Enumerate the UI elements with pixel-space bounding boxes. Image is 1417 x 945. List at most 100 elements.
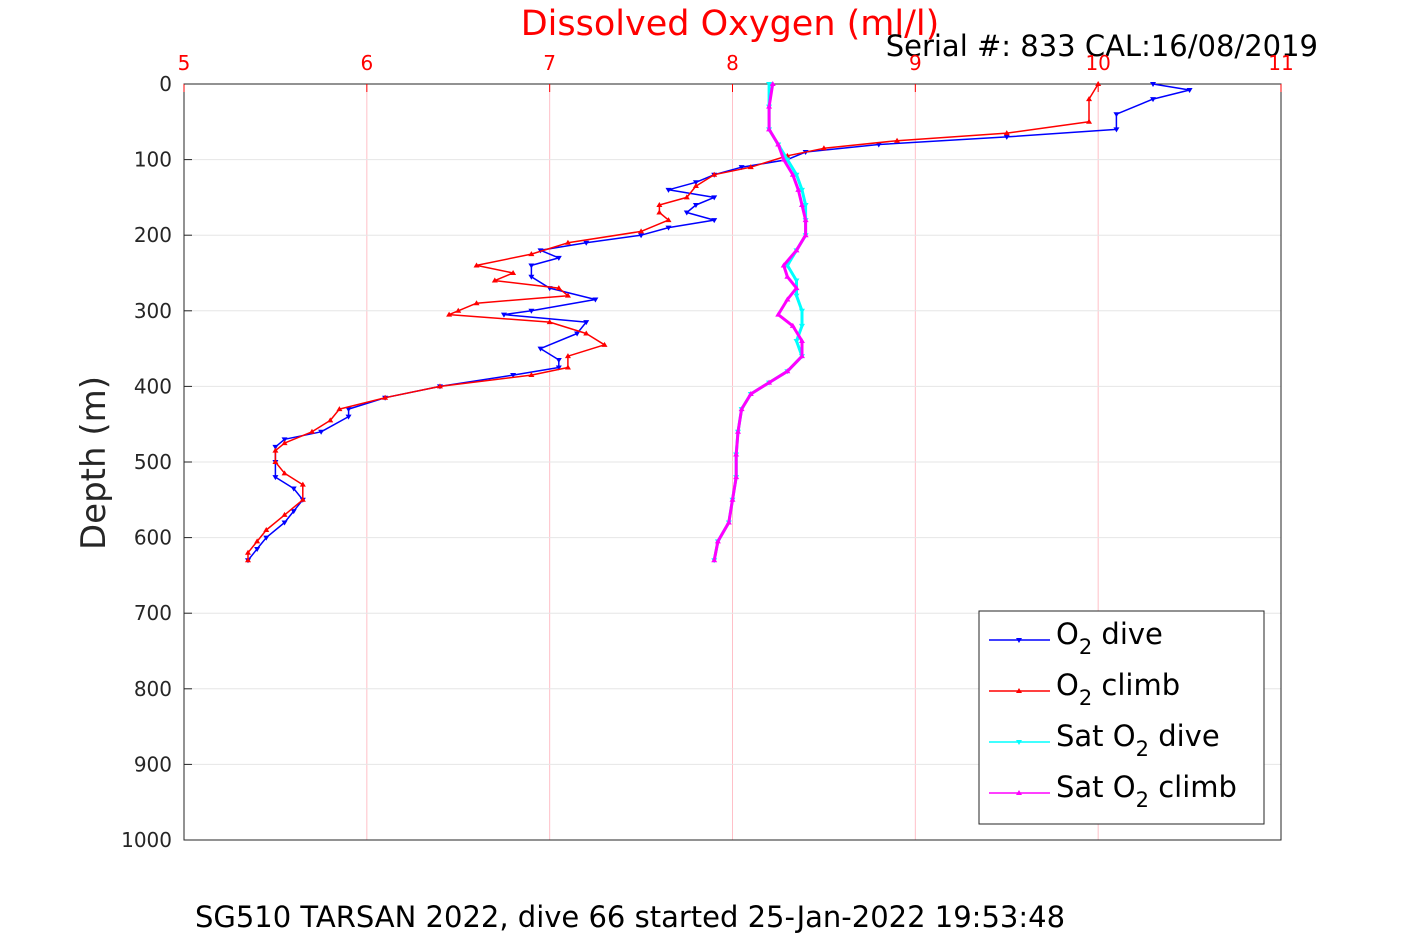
- data-point-marker: [711, 195, 718, 201]
- legend-label: O2 climb: [1056, 668, 1180, 710]
- data-point-marker: [537, 346, 544, 352]
- x-tick-label: 10: [1085, 51, 1110, 75]
- data-point-marker: [290, 509, 297, 515]
- data-point-marker: [738, 406, 745, 412]
- data-point-marker: [793, 293, 800, 299]
- data-point-marker: [528, 372, 535, 378]
- data-point-marker: [793, 247, 800, 253]
- data-point-marker: [734, 428, 741, 434]
- data-point-marker: [766, 82, 773, 87]
- data-point-marker: [733, 451, 740, 457]
- data-series: [244, 81, 1193, 564]
- data-point-marker: [665, 187, 672, 193]
- data-point-marker: [272, 444, 279, 450]
- x-tick-label: 6: [360, 51, 373, 75]
- data-point-marker: [793, 278, 800, 284]
- data-point-marker: [638, 233, 645, 239]
- data-point-marker: [299, 496, 306, 502]
- data-point-marker: [281, 440, 288, 446]
- data-point-marker: [1113, 112, 1120, 118]
- data-point-marker: [714, 538, 721, 544]
- data-point-marker: [795, 186, 802, 192]
- data-point-marker: [345, 407, 352, 413]
- data-point-marker: [528, 263, 535, 269]
- y-axis-label: Depth (m): [74, 376, 114, 550]
- data-point-marker: [784, 273, 791, 279]
- data-point-marker: [793, 285, 800, 291]
- data-point-marker: [784, 157, 791, 163]
- data-point-marker: [510, 270, 517, 275]
- data-point-marker: [784, 368, 791, 374]
- y-tick-label: 400: [134, 374, 172, 398]
- data-point-marker: [802, 217, 809, 223]
- data-point-marker: [656, 209, 663, 215]
- x-tick-label: 11: [1268, 51, 1293, 75]
- data-point-marker: [683, 194, 690, 200]
- legend-label: Sat O2 dive: [1056, 719, 1220, 761]
- data-point-marker: [1086, 96, 1093, 102]
- data-point-marker: [656, 201, 663, 207]
- chart-subtitle: Serial #: 833 CAL:16/08/2019: [886, 29, 1318, 63]
- series-o2-climb: [244, 81, 1102, 563]
- data-point-marker: [290, 486, 297, 492]
- data-point-marker: [780, 156, 787, 162]
- data-point-marker: [436, 383, 443, 389]
- data-point-marker: [802, 202, 809, 208]
- data-point-marker: [711, 171, 718, 177]
- data-point-marker: [683, 210, 690, 216]
- legend-marker: [1016, 740, 1022, 745]
- y-tick-label: 500: [134, 450, 172, 474]
- data-point-marker: [692, 180, 699, 186]
- data-point-marker: [281, 470, 288, 476]
- data-point-marker: [528, 274, 535, 280]
- data-point-marker: [711, 218, 718, 224]
- data-point-marker: [894, 137, 901, 143]
- y-tick-label: 1000: [121, 828, 172, 852]
- y-tick-label: 800: [134, 677, 172, 701]
- data-point-marker: [1095, 81, 1102, 86]
- data-point-marker: [574, 331, 581, 337]
- data-point-marker: [665, 217, 672, 223]
- chart-title: Dissolved Oxygen (ml/l): [521, 4, 940, 44]
- data-point-marker: [254, 538, 261, 544]
- data-point-marker: [583, 320, 590, 326]
- data-point-marker: [725, 519, 732, 525]
- data-point-marker: [789, 171, 796, 177]
- data-point-marker: [665, 225, 672, 231]
- data-point-marker: [711, 557, 718, 563]
- data-point-marker: [564, 239, 571, 245]
- data-point-marker: [555, 255, 562, 261]
- data-point-marker: [473, 262, 480, 268]
- data-point-marker: [692, 183, 699, 189]
- data-point-marker: [272, 447, 279, 453]
- data-point-marker: [564, 292, 571, 298]
- data-point-marker: [1150, 97, 1157, 103]
- data-point-marker: [798, 201, 805, 207]
- y-tick-label: 200: [134, 223, 172, 247]
- data-point-marker: [729, 496, 736, 502]
- data-point-marker: [747, 164, 754, 170]
- data-point-marker: [327, 417, 334, 423]
- data-point-marker: [592, 297, 599, 303]
- data-point-marker: [491, 277, 498, 283]
- x-tick-label: 8: [726, 51, 739, 75]
- data-point-marker: [455, 307, 462, 313]
- data-point-marker: [738, 165, 745, 171]
- data-point-marker: [638, 228, 645, 234]
- data-point-marker: [510, 373, 517, 379]
- legend-item: O2 dive: [989, 617, 1163, 659]
- legend-item: O2 climb: [989, 668, 1180, 710]
- data-point-marker: [318, 429, 325, 435]
- data-point-marker: [345, 414, 352, 420]
- data-point-marker: [769, 81, 776, 86]
- data-point-marker: [336, 406, 343, 412]
- legend-item: Sat O2 dive: [989, 719, 1220, 761]
- data-point-marker: [798, 323, 805, 329]
- data-point-marker: [263, 535, 270, 541]
- data-point-marker: [793, 172, 800, 178]
- data-point-marker: [1186, 88, 1193, 94]
- data-point-marker: [564, 353, 571, 359]
- y-tick-label: 0: [159, 72, 172, 96]
- data-point-marker: [555, 285, 562, 291]
- data-point-marker: [747, 390, 754, 396]
